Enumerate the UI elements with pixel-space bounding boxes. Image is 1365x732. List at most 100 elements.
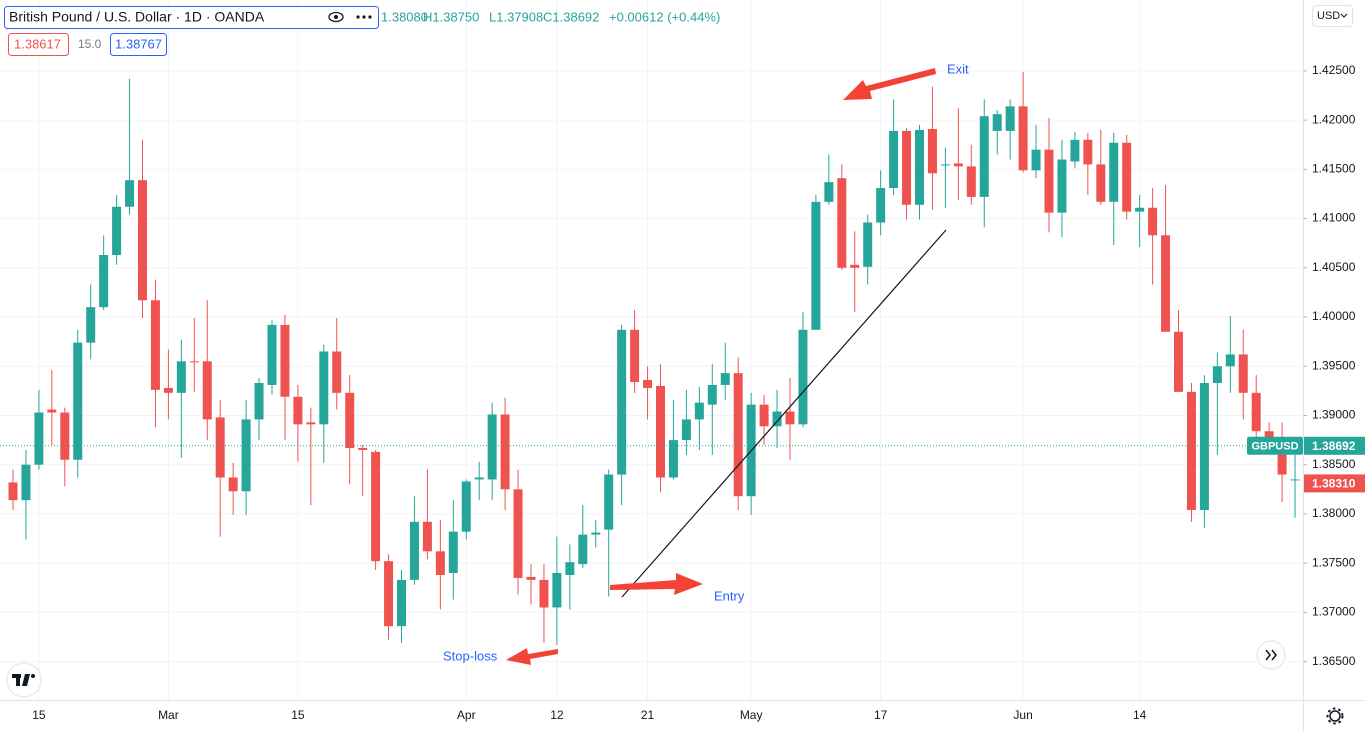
candle-body (461, 481, 471, 532)
candle-body (8, 482, 18, 501)
tradingview-logo[interactable] (6, 662, 42, 698)
grid-layer (0, 0, 1307, 700)
ohlc-open: 1.38080 (381, 9, 428, 24)
candle-body (798, 329, 808, 425)
candle-body (850, 264, 860, 268)
x-tick-label: 21 (641, 708, 655, 722)
candle-body (1174, 331, 1183, 392)
candle-body (60, 412, 70, 460)
candle-body (876, 188, 886, 223)
candle-body (150, 300, 160, 390)
candle-body (176, 361, 186, 393)
candle-body (837, 178, 847, 268)
indicator-value: 1.38617 (14, 36, 61, 51)
candle-body (47, 409, 57, 413)
candle-body (1135, 207, 1145, 212)
candle-body (578, 534, 588, 565)
candle-body (215, 417, 225, 478)
candle-body (604, 474, 614, 530)
candle-body (163, 387, 173, 393)
x-tick-label: 12 (550, 708, 564, 722)
candle-body (448, 531, 458, 573)
candle-body (241, 419, 251, 492)
symbol-title: British Pound / U.S. Dollar · 1D · OANDA (9, 9, 265, 25)
exit-arrow (843, 68, 936, 100)
candle-body (1238, 354, 1248, 393)
candle-body (656, 385, 665, 478)
candle-body (681, 419, 691, 441)
candle-body (824, 182, 834, 202)
candle-body (526, 576, 536, 580)
candle-body (1186, 391, 1196, 510)
x-tick-label: 15 (291, 708, 305, 722)
candle-body (733, 373, 743, 497)
candle-body (940, 164, 950, 166)
candle-body (409, 521, 419, 580)
candle-body (772, 411, 782, 427)
candle-body (1122, 142, 1132, 212)
candle-body (384, 561, 394, 627)
indicator-param: 15.0 (78, 37, 102, 51)
candle-body (552, 572, 562, 608)
y-tick-label: 1.38000 (1312, 506, 1356, 520)
y-tick-label: 1.42000 (1312, 112, 1356, 126)
ohlc-high: H1.38750 (423, 9, 479, 24)
candle-body (966, 166, 976, 197)
candle-body (1277, 437, 1287, 475)
candle-body (1044, 149, 1054, 213)
price-tag (1304, 436, 1365, 455)
eye-icon[interactable] (328, 11, 344, 23)
candle-body (1096, 164, 1106, 202)
y-tick-label: 1.40000 (1312, 309, 1356, 323)
y-tick-label: 1.41500 (1312, 162, 1356, 176)
candle-body (979, 116, 989, 197)
candle-body (293, 396, 303, 425)
x-tick-label: 17 (874, 708, 888, 722)
candle-body (694, 402, 704, 420)
x-tick-label: 14 (1133, 708, 1147, 722)
price-tag-label: 1.38692 (1312, 439, 1356, 453)
candle-body (487, 414, 497, 480)
candle-body (500, 414, 510, 490)
mark-layer (0, 71, 1303, 645)
candle-body (889, 130, 899, 189)
candle-body (863, 222, 873, 267)
scroll-right-button[interactable] (1256, 640, 1286, 670)
currency-label: USD (1317, 10, 1340, 22)
candle-body (73, 342, 83, 460)
candle-body (99, 254, 109, 308)
candle-body (319, 351, 329, 425)
candle-body (34, 412, 44, 465)
more-icon[interactable] (356, 15, 372, 19)
candle-body (1264, 431, 1274, 438)
settings-button[interactable] (1326, 707, 1344, 725)
x-tick-label: May (740, 708, 763, 722)
candle-body (1251, 392, 1261, 432)
y-tick-label: 1.37000 (1312, 605, 1356, 619)
candle-body (280, 324, 290, 397)
candle-body (21, 464, 31, 501)
candle-body (1057, 159, 1067, 213)
y-tick-label: 1.38500 (1312, 457, 1356, 471)
candle-body (617, 329, 627, 475)
candle-body (332, 351, 342, 393)
indicator-box (8, 33, 69, 56)
candle-body (112, 206, 122, 255)
candle-body (474, 477, 484, 480)
currency-caret (1340, 13, 1348, 18)
annotation: Stop-loss (443, 648, 498, 663)
y-tick-label: 1.37500 (1312, 555, 1356, 569)
candle-body (720, 373, 730, 385)
price-tag-label: 1.38310 (1312, 477, 1356, 491)
currency-button[interactable] (1312, 5, 1353, 27)
y-tick-label: 1.36500 (1312, 654, 1356, 668)
candle-body (707, 384, 717, 405)
candle-body (125, 180, 135, 207)
symbol-box[interactable] (4, 6, 379, 29)
y-tick-label: 1.39500 (1312, 358, 1356, 372)
candle-body (1148, 207, 1158, 236)
candle-body (539, 579, 549, 608)
candle-body (1031, 149, 1041, 171)
ohlc-low: L1.37908 (489, 9, 543, 24)
